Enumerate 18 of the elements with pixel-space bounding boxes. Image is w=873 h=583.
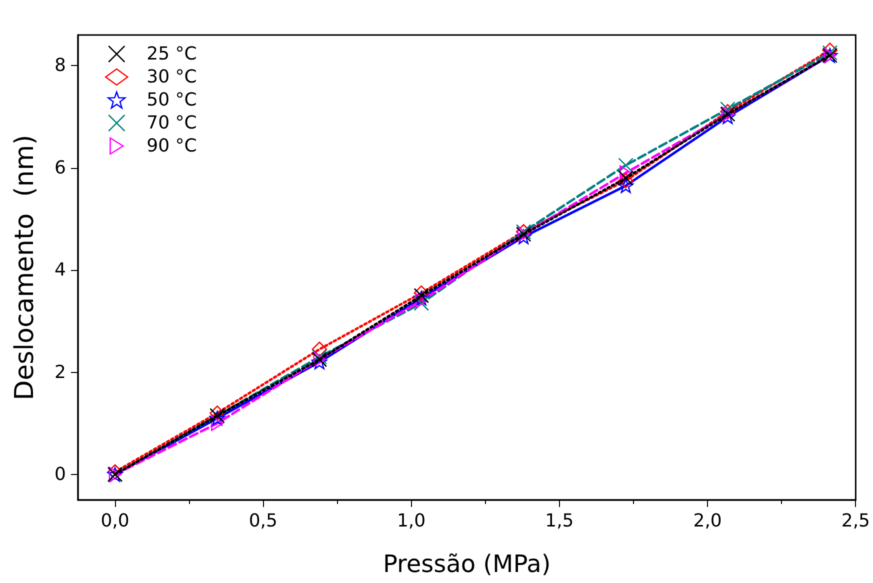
legend-label: 90 °C bbox=[146, 136, 197, 156]
y-tick-label: 2 bbox=[54, 362, 66, 383]
x-tick-label: 1,5 bbox=[545, 510, 574, 532]
x-tick-label: 0,0 bbox=[100, 510, 130, 532]
y-tick-label: 6 bbox=[54, 157, 66, 178]
x-tick-label: 2,5 bbox=[841, 510, 870, 532]
legend-label: 30 °C bbox=[146, 66, 197, 88]
x-axis-title: Pressão (MPa) bbox=[382, 550, 551, 578]
x-tick-label: 0,5 bbox=[248, 510, 278, 532]
x-tick-label: 1,0 bbox=[396, 510, 426, 532]
y-tick-label: 8 bbox=[54, 55, 66, 76]
legend-label: 70 °C bbox=[146, 112, 197, 134]
y-tick-label: 0 bbox=[54, 464, 66, 485]
x-tick-label: 2,0 bbox=[693, 510, 722, 532]
y-axis-title: Deslocamento (nm) bbox=[10, 134, 40, 400]
y-tick-label: 4 bbox=[54, 260, 66, 281]
legend-label: 50 °C bbox=[146, 90, 197, 110]
legend-label: 25 °C bbox=[146, 44, 197, 64]
